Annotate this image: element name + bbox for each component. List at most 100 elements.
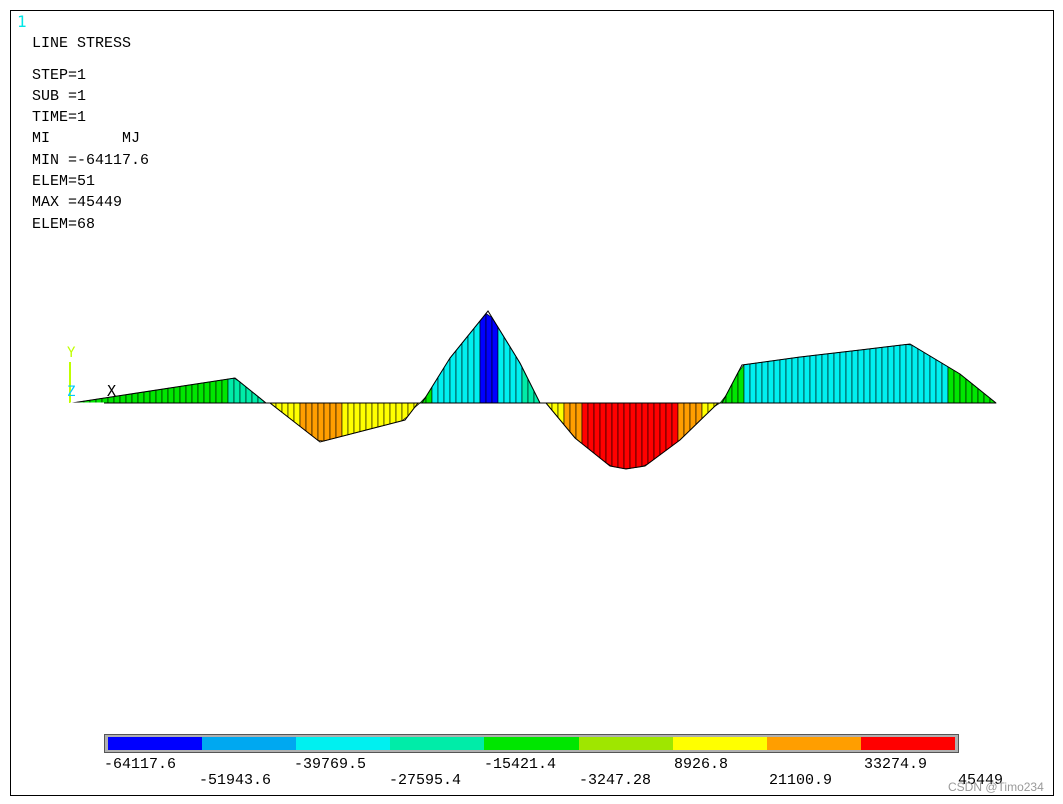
stress-bar [935, 359, 943, 404]
stress-bar [833, 351, 841, 404]
stress-bar [191, 383, 199, 404]
result-info-1: SUB =1 [32, 88, 87, 105]
stress-bar [929, 355, 937, 404]
stress-bar [665, 402, 673, 451]
stress-bar [941, 362, 949, 404]
stress-bar [815, 354, 823, 404]
stress-bar [593, 402, 601, 459]
stress-bar [797, 356, 805, 404]
stress-bar [479, 312, 487, 404]
result-info-5: ELEM=51 [32, 173, 96, 190]
stress-bar [839, 351, 847, 404]
stress-bar [365, 402, 373, 431]
stress-bar [221, 378, 229, 404]
legend-label-7: 21100.9 [769, 772, 833, 789]
legend-color-7 [766, 737, 861, 750]
stress-bar [947, 366, 955, 404]
stress-bar [503, 335, 511, 404]
watermark: CSDN @Timo234 [948, 780, 1044, 794]
stress-bar [863, 348, 871, 404]
stress-bar [329, 402, 337, 440]
stress-bar [143, 390, 151, 404]
legend-color-4 [484, 737, 579, 750]
stress-bar [911, 344, 919, 404]
axis-triad-icon [69, 362, 104, 404]
legend-color-8 [860, 737, 955, 750]
stress-bar [677, 402, 685, 443]
stress-bar [671, 402, 679, 447]
stress-bar [821, 353, 829, 404]
stress-bar [137, 391, 145, 404]
stress-bar [851, 349, 859, 404]
result-info-6: MAX =45449 [32, 194, 123, 211]
stress-bar [635, 402, 643, 468]
stress-bar [551, 402, 559, 419]
legend-color-6 [672, 737, 767, 750]
result-info-4: MIN =-64117.6 [32, 152, 150, 169]
stress-bar [779, 358, 787, 404]
stress-bar [953, 369, 961, 404]
result-info-2: TIME=1 [32, 109, 87, 126]
triad-z-label: Z [67, 384, 75, 400]
stress-bar [887, 345, 895, 404]
stress-bar [731, 372, 739, 404]
stress-bar [443, 356, 451, 404]
stress-bar [209, 380, 217, 404]
legend-label-4: -15421.4 [484, 756, 557, 773]
stress-bar [515, 355, 523, 404]
stress-bar [161, 387, 169, 404]
stress-bar [803, 355, 811, 404]
stress-bar [275, 402, 283, 413]
stress-bar [341, 402, 349, 437]
legend-label-1: -51943.6 [199, 772, 272, 789]
stress-bar [605, 402, 613, 467]
stress-bar [899, 344, 907, 404]
stress-bar [755, 361, 763, 404]
stress-bar [377, 402, 385, 428]
stress-bar [461, 334, 469, 404]
stress-bar [647, 402, 655, 465]
result-info-3: MI MJ [32, 130, 141, 147]
stress-bar [893, 344, 901, 404]
stress-bar [917, 348, 925, 404]
stress-bar [239, 381, 247, 404]
contour-legend-bar [104, 734, 959, 753]
stress-bar [575, 402, 583, 445]
stress-bar [773, 359, 781, 404]
stress-bar [317, 402, 325, 442]
stress-bar [761, 361, 769, 404]
stress-bar [215, 379, 223, 404]
stress-bar [359, 402, 367, 433]
legend-color-2 [296, 737, 391, 750]
stress-bar [791, 356, 799, 404]
legend-color-3 [390, 737, 485, 750]
stress-bar [581, 402, 589, 450]
stress-bar [401, 402, 409, 422]
stress-bar [131, 392, 139, 404]
legend-color-5 [578, 737, 673, 750]
stress-bar [185, 384, 193, 404]
legend-color-0 [108, 737, 203, 750]
stress-bar [335, 402, 343, 439]
stress-bar [203, 381, 211, 404]
stress-outline [71, 310, 997, 470]
stress-bar [197, 382, 205, 404]
stress-bar [983, 392, 991, 404]
stress-bar [179, 385, 187, 404]
stress-bar [629, 402, 637, 469]
stress-bar [353, 402, 361, 434]
stress-bar [653, 402, 661, 460]
triad-y-label: Y [67, 345, 76, 361]
window-number: 1 [17, 12, 27, 31]
stress-bar [389, 402, 397, 425]
stress-bar [173, 386, 181, 404]
stress-bar [809, 354, 817, 404]
stress-bar [155, 388, 163, 404]
legend-label-6: 8926.8 [674, 756, 729, 773]
stress-bar [449, 349, 457, 404]
result-info-7: ELEM=68 [32, 216, 96, 233]
stress-bar [875, 347, 883, 404]
stress-bar [611, 402, 619, 468]
stress-bar [455, 342, 463, 404]
